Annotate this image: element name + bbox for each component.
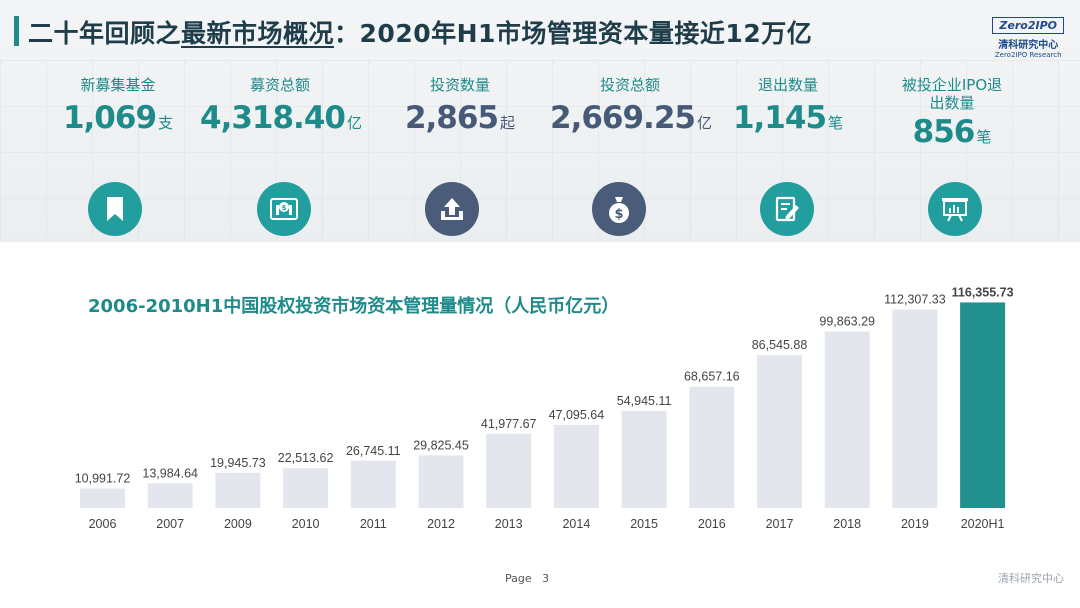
x-tick-label: 2020H1 xyxy=(961,517,1005,531)
chart-title: 2006-2010H1中国股权投资市场资本管理量情况（人民币亿元） xyxy=(88,296,620,317)
footer-brand: 清科研究中心 xyxy=(998,572,1064,585)
bar-value-label: 112,307.33 xyxy=(884,293,946,307)
page-number-value: 3 xyxy=(542,572,550,585)
svg-text:$: $ xyxy=(614,207,623,222)
x-tick-label: 2014 xyxy=(562,517,590,531)
stat-value: 1,069 xyxy=(62,100,157,136)
bar-2009 xyxy=(215,472,261,508)
stat-value: 2,669.25 xyxy=(550,100,696,136)
bar-value-label: 26,745.11 xyxy=(346,444,401,458)
presentation-board-icon xyxy=(928,182,982,236)
bar-2014 xyxy=(553,424,599,508)
x-tick-label: 2010 xyxy=(292,517,320,531)
page-title: 二十年回顾之最新市场概况：2020年H1市场管理资本量接近12万亿 xyxy=(28,14,812,50)
bar-2018 xyxy=(824,331,870,508)
stat-label: 退出数量 xyxy=(757,76,818,94)
stat-investment-count: 投资数量 2,865 起 xyxy=(380,76,540,136)
stat-unit: 笔 xyxy=(828,114,844,132)
bar-2010 xyxy=(283,468,329,508)
background-grid-decoration xyxy=(0,60,1080,242)
title-part2: ：2020年H1市场管理资本量接近12万亿 xyxy=(334,19,813,48)
stat-value: 856 xyxy=(912,114,976,150)
stat-fundraising-total: 募资总额 4,318.40 亿 xyxy=(200,76,362,136)
svg-text:$: $ xyxy=(282,204,287,212)
stat-label: 被投企业IPO退出数量 xyxy=(901,76,1003,112)
logo-wordmark: Zero2IPO xyxy=(992,17,1064,34)
x-tick-label: 2006 xyxy=(89,517,117,531)
bar-2011 xyxy=(350,460,396,508)
bar-value-label: 10,991.72 xyxy=(75,472,131,486)
dollar-bag-icon: $ xyxy=(592,182,646,236)
stat-new-funds: 新募集基金 1,069 支 xyxy=(38,76,198,136)
bar-value-label: 54,945.11 xyxy=(617,394,672,408)
logo-en-text: Zero2IPO Research xyxy=(994,51,1062,59)
title-accent-bar xyxy=(14,16,19,46)
stat-ipo-exit-count: 被投企业IPO退出数量 856 笔 xyxy=(872,76,1032,150)
page-number: Page 3 xyxy=(505,572,549,585)
x-tick-label: 2015 xyxy=(630,517,658,531)
zero2ipo-logo: Zero2IPO 清科研究中心 Zero2IPO Research xyxy=(992,14,1064,59)
stat-label: 新募集基金 xyxy=(80,76,156,94)
logo-cn-text: 清科研究中心 xyxy=(998,40,1059,51)
x-tick-label: 2018 xyxy=(833,517,861,531)
bar-2020H1 xyxy=(960,302,1006,508)
x-tick-label: 2016 xyxy=(698,517,726,531)
bar-value-label: 116,355.73 xyxy=(952,285,1014,299)
bar-value-label: 19,945.73 xyxy=(210,456,266,470)
stat-value: 1,145 xyxy=(732,100,827,136)
stat-exit-count: 退出数量 1,145 笔 xyxy=(708,76,868,136)
x-tick-label: 2009 xyxy=(224,517,252,531)
bar-2016 xyxy=(689,386,735,508)
stat-value: 4,318.40 xyxy=(200,100,346,136)
page-label: Page xyxy=(505,572,532,585)
stat-unit: 支 xyxy=(158,114,174,132)
bar-value-label: 41,977.67 xyxy=(481,417,537,431)
header-background xyxy=(0,0,1080,242)
bar-value-label: 29,825.45 xyxy=(413,438,469,452)
money-bag-icon: $ xyxy=(257,182,311,236)
bar-value-label: 47,095.64 xyxy=(549,408,605,422)
bar-2017 xyxy=(757,355,802,508)
stat-unit: 笔 xyxy=(976,128,992,146)
x-tick-label: 2017 xyxy=(766,517,794,531)
bar-2012 xyxy=(418,455,464,508)
stat-label: 投资数量 xyxy=(429,76,490,94)
bookmark-icon xyxy=(88,182,142,236)
upload-arrow-icon xyxy=(425,182,479,236)
stat-unit: 亿 xyxy=(696,114,712,132)
title-part1: 二十年回顾之 xyxy=(28,19,182,48)
x-tick-label: 2011 xyxy=(360,517,387,531)
bar-2019 xyxy=(892,309,938,508)
x-tick-label: 2019 xyxy=(901,517,929,531)
bar-2013 xyxy=(486,433,532,508)
bar-value-label: 22,513.62 xyxy=(278,451,334,465)
bar-value-label: 86,545.88 xyxy=(752,338,808,352)
stat-label: 募资总额 xyxy=(249,76,310,94)
bar-value-label: 68,657.16 xyxy=(684,370,740,384)
stat-unit: 起 xyxy=(500,114,516,132)
bar-2006 xyxy=(80,488,125,508)
stat-label: 投资总额 xyxy=(599,76,660,94)
x-tick-label: 2007 xyxy=(156,517,184,531)
stat-value: 2,865 xyxy=(404,100,499,136)
title-underlined: 最新市场概况 xyxy=(181,19,335,48)
x-tick-label: 2012 xyxy=(427,517,455,531)
bar-value-label: 99,863.29 xyxy=(819,315,875,329)
x-tick-label: 2013 xyxy=(495,517,523,531)
stat-unit: 亿 xyxy=(346,114,362,132)
edit-document-icon xyxy=(760,182,814,236)
stat-investment-total: 投资总额 2,669.25 亿 xyxy=(550,76,712,136)
bar-2007 xyxy=(147,483,193,508)
bar-value-label: 13,984.64 xyxy=(142,466,198,480)
bar-2015 xyxy=(621,410,667,508)
